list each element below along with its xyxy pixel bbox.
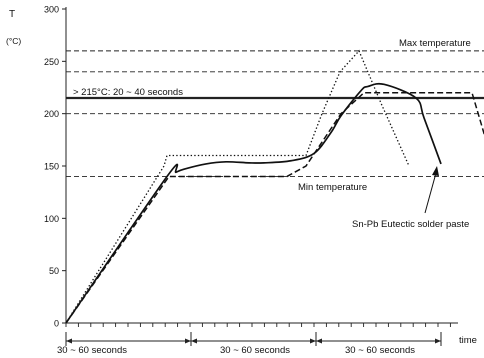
series-line-solid — [65, 82, 442, 324]
y-tick-label-3: 150 — [44, 162, 59, 172]
interval-label-2: 30 ~ 60 seconds — [220, 345, 290, 356]
solder-paste-arrowhead — [432, 166, 439, 176]
interval-arrow-right-1 — [310, 338, 316, 344]
y-tick-label-5: 250 — [44, 57, 59, 67]
interval-label-1: 30 ~ 60 seconds — [57, 345, 127, 356]
series-line-dotted — [65, 49, 410, 324]
y-tick-label-4: 200 — [44, 109, 59, 119]
y-tick-label-2: 100 — [44, 214, 59, 224]
interval-arrow-left-0 — [66, 338, 72, 344]
interval-arrow-left-2 — [316, 338, 322, 344]
min-temperature-label: Min temperature — [298, 182, 367, 193]
x-axis-label: time — [459, 335, 477, 346]
y-tick-label-6: 300 — [44, 5, 59, 15]
y-tick-label-0: 0 — [54, 319, 59, 329]
y-axis-label: T — [9, 9, 15, 20]
interval-label-3: 30 ~ 60 seconds — [345, 345, 415, 356]
solder-paste-label: Sn-Pb Eutectic solder paste — [352, 219, 469, 230]
max-temperature-label: Max temperature — [399, 38, 471, 49]
interval-arrow-left-1 — [191, 338, 197, 344]
series-line-dashed — [65, 91, 484, 324]
y-axis-unit: (°C) — [6, 36, 21, 46]
interval-arrow-right-2 — [435, 338, 441, 344]
above-215-label: > 215°C: 20 ~ 40 seconds — [73, 87, 183, 98]
y-tick-label-1: 50 — [49, 266, 59, 276]
interval-arrow-right-0 — [185, 338, 191, 344]
solder-paste-pointer — [424, 172, 437, 214]
